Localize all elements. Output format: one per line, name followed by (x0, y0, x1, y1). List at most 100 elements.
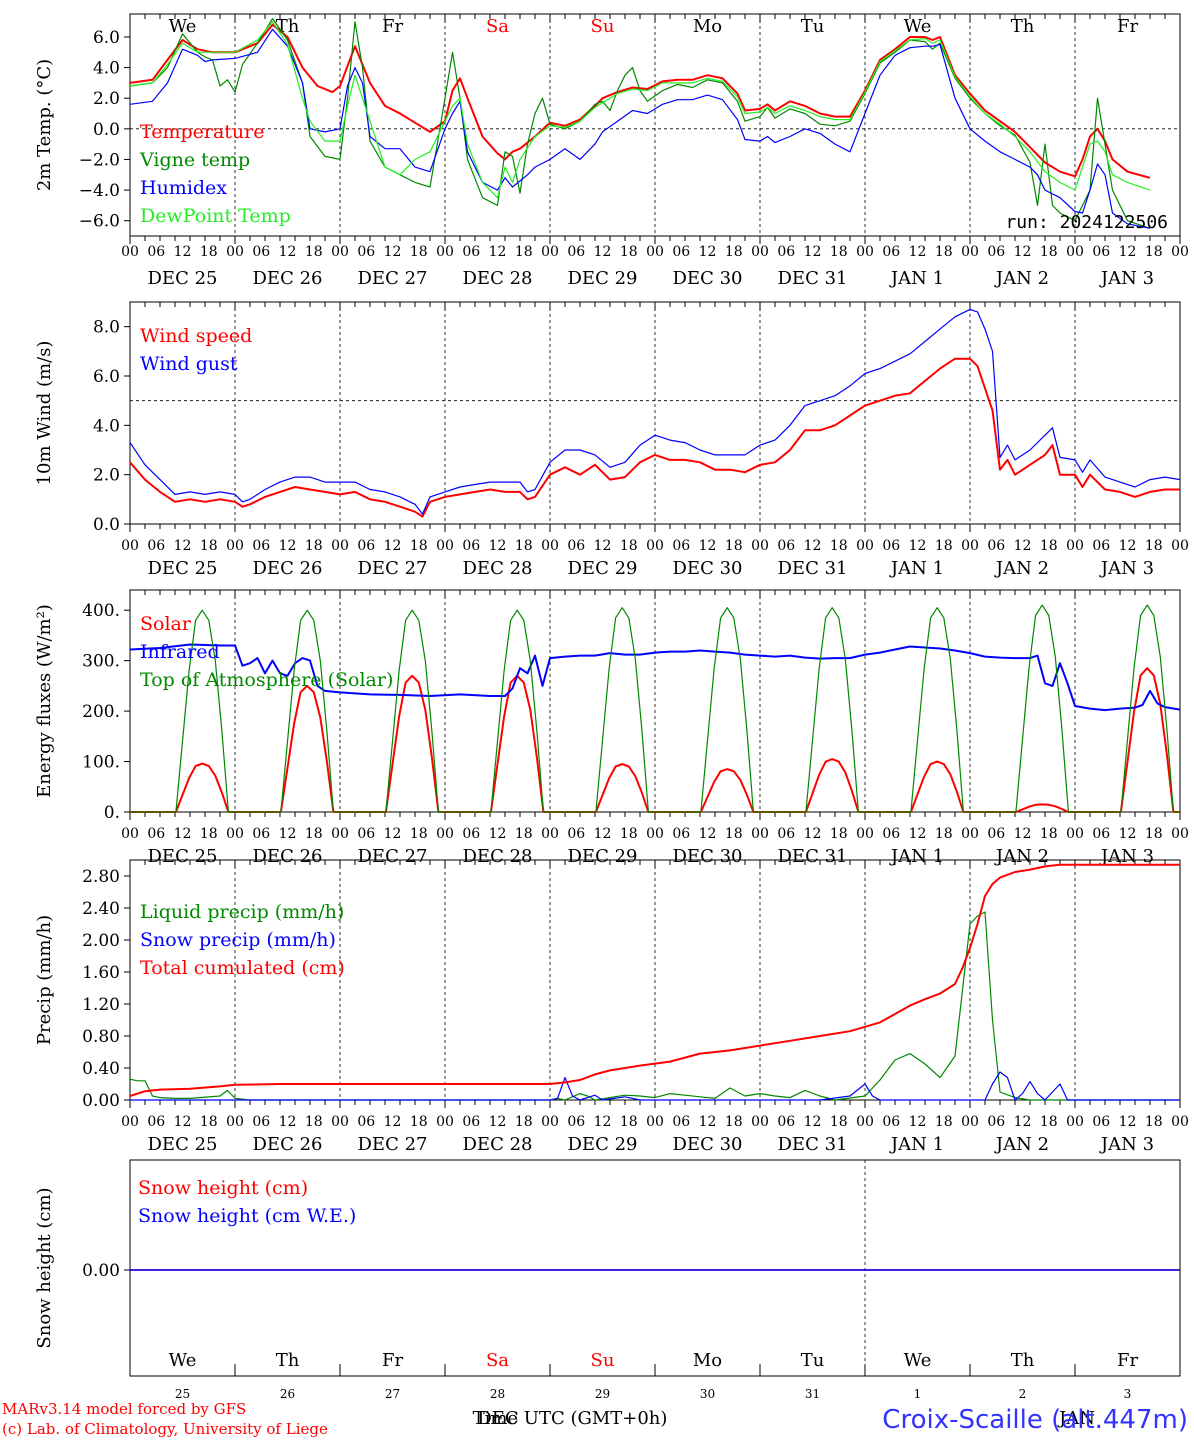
date-label: DEC 26 (253, 268, 323, 289)
x-tick-label: 06 (567, 244, 585, 260)
weekday-label: We (169, 1350, 197, 1371)
date-label: DEC 25 (148, 558, 218, 579)
x-tick-label: 06 (987, 1114, 1005, 1130)
date-label: DEC 29 (568, 268, 638, 289)
series-line-wind-speed (129, 357, 1180, 518)
x-tick-label: 00 (121, 538, 139, 554)
x-tick-label: 06 (987, 244, 1005, 260)
x-tick-label: 18 (830, 538, 848, 554)
x-tick-label: 00 (436, 826, 454, 842)
x-tick-label: 00 (646, 826, 664, 842)
x-tick-label: 12 (1014, 538, 1032, 554)
x-tick-label: 12 (279, 826, 297, 842)
date-label: JAN 1 (889, 268, 944, 289)
x-tick-label: 00 (751, 826, 769, 842)
legend-entry: Total cumulated (cm) (140, 957, 345, 979)
x-tick-label: 06 (147, 538, 165, 554)
y-tick-label: 300. (82, 652, 120, 672)
x-tick-label: 00 (331, 244, 349, 260)
x-tick-label: 18 (620, 538, 638, 554)
x-tick-label: 12 (174, 826, 192, 842)
date-label: DEC 27 (358, 268, 428, 289)
date-label: JAN 2 (994, 268, 1049, 289)
x-tick-label: 06 (1092, 538, 1110, 554)
x-tick-label: 18 (1040, 538, 1058, 554)
x-tick-label: 18 (305, 826, 323, 842)
date-label: DEC 31 (778, 846, 848, 867)
x-tick-label: 18 (830, 826, 848, 842)
date-label: DEC 30 (673, 1134, 743, 1155)
x-tick-label: 18 (725, 538, 743, 554)
x-tick-label: 06 (987, 538, 1005, 554)
x-tick-label: 00 (541, 244, 559, 260)
x-tick-label: 12 (1119, 538, 1137, 554)
x-tick-label: 00 (646, 538, 664, 554)
x-tick-label: 00 (856, 1114, 874, 1130)
x-tick-label: 18 (200, 1114, 218, 1130)
x-tick-label: 00 (751, 1114, 769, 1130)
series-line-liquid-precip-mm-h- (129, 911, 1180, 1101)
x-tick-label: 00 (436, 538, 454, 554)
y-tick-label: 2.40 (82, 899, 120, 919)
x-tick-label: 18 (200, 826, 218, 842)
date-label: DEC 28 (463, 268, 533, 289)
y-tick-label: 1.60 (82, 963, 120, 983)
x-tick-label: 06 (672, 244, 690, 260)
x-tick-label: 00 (226, 1114, 244, 1130)
y-tick-label: 2.0 (93, 89, 120, 109)
weekday-label: Tu (801, 1350, 825, 1371)
x-tick-label: 12 (594, 538, 612, 554)
x-tick-label: 00 (331, 826, 349, 842)
legend-entry: Vigne temp (139, 149, 250, 171)
day-number-label: 31 (805, 1387, 820, 1401)
y-tick-label: 8.0 (93, 318, 120, 338)
panel-3: 0. 100. 200. 300. 400. Energy fluxes (W/m²) 00… (34, 589, 1189, 867)
date-label: JAN 2 (994, 846, 1049, 867)
x-tick-label: 12 (909, 1114, 927, 1130)
weekday-label: Th (1011, 16, 1035, 37)
x-tick-label: 00 (1171, 1114, 1189, 1130)
weekday-label: We (169, 16, 197, 37)
panel-1: −6.0 −4.0 −2.0 0.0 2.0 4.0 6.0 2m Temp. (°C) 00 0… (34, 13, 1189, 289)
weekday-label: Th (276, 1350, 300, 1371)
series-line-top-of-atmosphere-solar- (130, 604, 1181, 813)
x-tick-label: 06 (147, 826, 165, 842)
x-tick-label: 00 (961, 538, 979, 554)
x-tick-label: 06 (462, 244, 480, 260)
legend-entry: Snow height (cm W.E.) (138, 1205, 356, 1227)
x-tick-label: 18 (200, 538, 218, 554)
weekday-label: Mo (693, 1350, 722, 1371)
x-tick-label: 06 (462, 538, 480, 554)
date-label: JAN 1 (889, 846, 944, 867)
x-tick-label: 00 (226, 538, 244, 554)
x-tick-label: 12 (174, 1114, 192, 1130)
x-tick-label: 12 (1014, 244, 1032, 260)
x-tick-label: 18 (725, 826, 743, 842)
x-tick-label: 06 (1092, 826, 1110, 842)
x-tick-label: 12 (489, 244, 507, 260)
x-tick-label: 12 (699, 538, 717, 554)
x-tick-label: 18 (305, 538, 323, 554)
x-axis-label: Time UTC (GMT+0h) (473, 1408, 668, 1429)
lab-credit: (c) Lab. of Climatology, University of L… (2, 1420, 328, 1438)
x-tick-label: 12 (1119, 244, 1137, 260)
x-tick-label: 00 (226, 826, 244, 842)
x-tick-label: 18 (410, 1114, 428, 1130)
month-label-dec: DEC (477, 1408, 518, 1429)
day-number-label: 28 (490, 1387, 505, 1401)
x-tick-label: 00 (1066, 538, 1084, 554)
site-name: Croix-Scaille (alt.447m) (882, 1405, 1188, 1435)
x-tick-label: 12 (384, 826, 402, 842)
y-tick-label: 2.0 (93, 466, 120, 486)
date-label: DEC 25 (148, 268, 218, 289)
date-label: DEC 30 (673, 268, 743, 289)
y-tick-label: −6.0 (79, 212, 120, 232)
weekday-label: Sa (486, 1350, 509, 1371)
date-label: DEC 27 (358, 1134, 428, 1155)
x-tick-label: 06 (672, 826, 690, 842)
weekday-label: Fr (1117, 16, 1138, 37)
x-tick-label: 00 (1066, 244, 1084, 260)
y-tick-label: 100. (82, 753, 120, 773)
x-tick-label: 00 (961, 244, 979, 260)
